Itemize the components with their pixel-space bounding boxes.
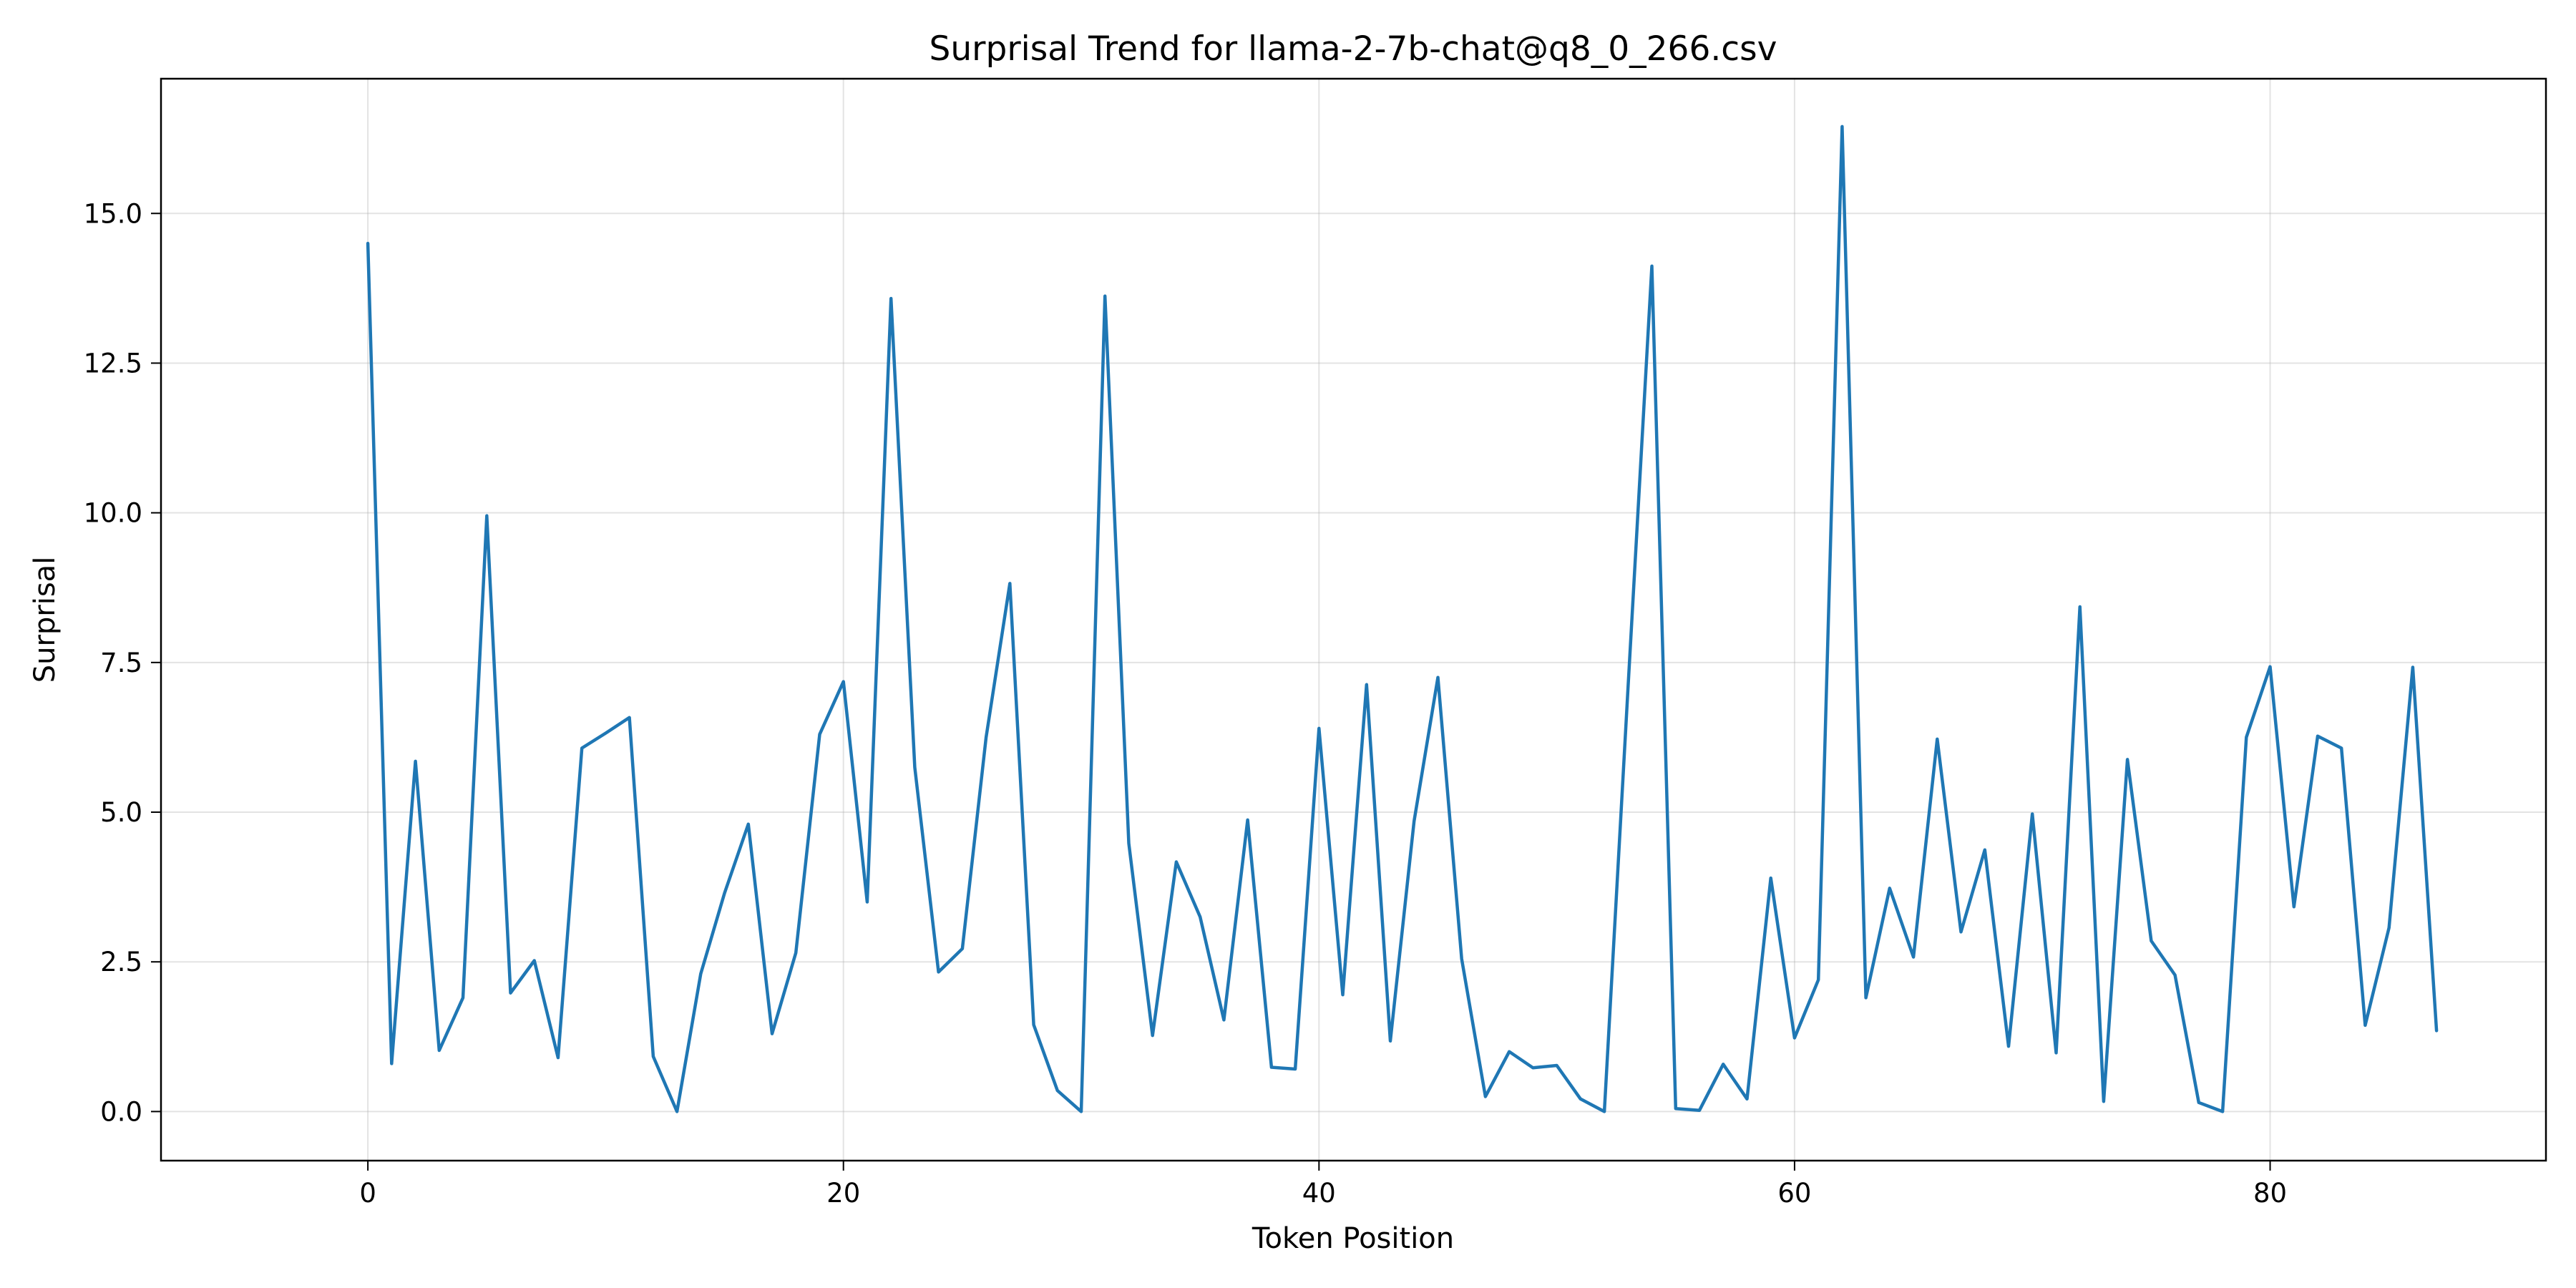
y-tick-label: 0.0	[100, 1096, 142, 1127]
plot-frame	[160, 77, 2547, 1162]
y-axis-label: Surprisal	[29, 557, 62, 683]
y-tick-label: 7.5	[100, 648, 142, 678]
y-tick-label: 12.5	[84, 348, 142, 379]
x-tick-label: 80	[2253, 1178, 2287, 1209]
x-tick-label: 60	[1777, 1178, 1811, 1209]
y-tick-label: 5.0	[100, 797, 142, 828]
x-tick-label: 0	[359, 1178, 376, 1209]
chart-title: Surprisal Trend for llama-2-7b-chat@q8_0…	[930, 29, 1777, 69]
y-tick-label: 15.0	[84, 198, 142, 229]
axis-ticks: 0 20 40 60 80 0.0 2.5 5.0 7.5 10.0 12.5 15.0	[84, 198, 2287, 1209]
surprisal-series-line	[366, 125, 2439, 1113]
x-tick-label: 20	[826, 1178, 860, 1209]
series-layer	[366, 125, 2439, 1113]
x-axis-label: Token Position	[1252, 1222, 1454, 1255]
y-tick-label: 2.5	[100, 947, 142, 977]
x-tick-label: 40	[1302, 1178, 1336, 1209]
y-tick-label: 10.0	[84, 498, 142, 529]
grid-lines	[161, 79, 2546, 1161]
